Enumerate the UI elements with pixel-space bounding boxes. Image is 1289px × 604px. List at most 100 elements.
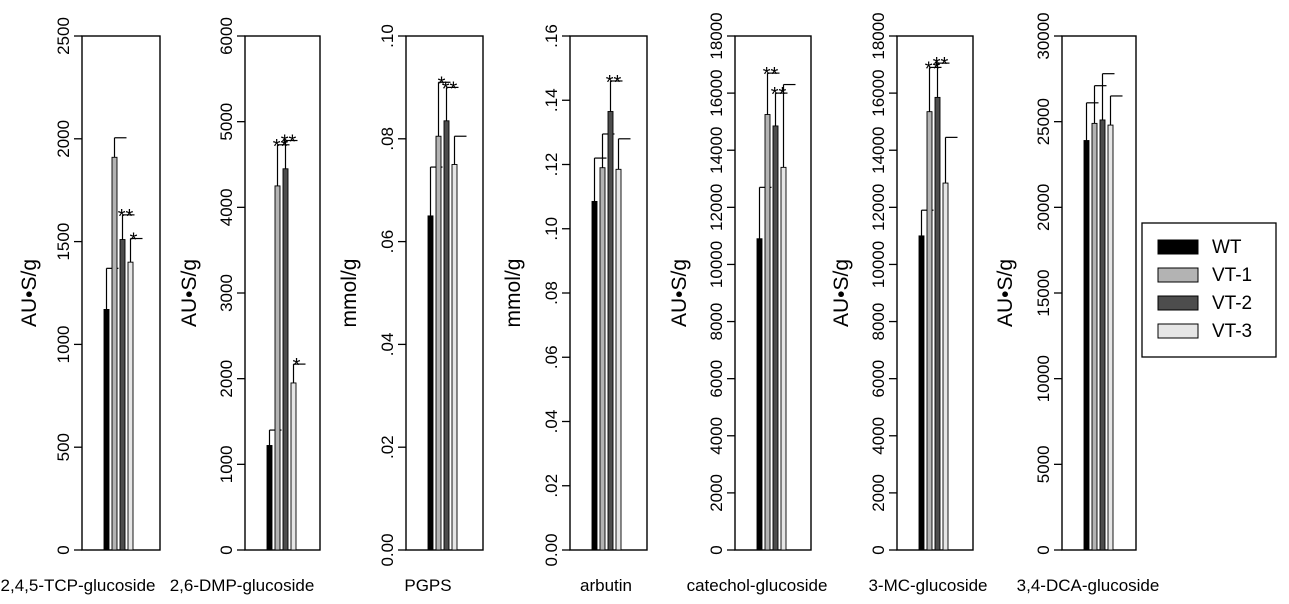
y-tick-label: 6000 [707, 360, 726, 398]
panel-1: 0 500 1000 1500 2000 2500 AU•S/g 2,4,5-TCP-gluc… [1, 17, 161, 595]
significance-mark: ** [281, 132, 297, 154]
chart-panels: 0 500 1000 1500 2000 2500 AU•S/g 2,4,5-TCP-gluc… [1, 12, 1160, 595]
significance-mark: ** [771, 84, 787, 106]
y-tick-label: .16 [542, 24, 561, 48]
legend-label: VT-1 [1212, 265, 1252, 286]
bar-vt-3 [942, 182, 949, 551]
y-tick-label: 8000 [869, 303, 888, 341]
legend-swatch [1157, 267, 1199, 283]
y-tick-label: 25000 [1034, 98, 1053, 145]
significance-mark: ** [118, 206, 134, 228]
plot-frame [1061, 35, 1137, 551]
panel-2: 0 1000 2000 3000 4000 5000 6000 AU•S/g 2,6-DMP-g… [170, 17, 321, 595]
y-axis-title: AU•S/g [668, 259, 691, 327]
bar-vt-3 [290, 382, 297, 551]
bar-vt-1 [274, 185, 281, 551]
y-axis-title: mmol/g [338, 259, 361, 328]
panel-6: 0 2000 4000 6000 8000 10000 12000 14000 16000 180… [830, 12, 988, 595]
category-label: 3-MC-glucoside [868, 576, 987, 595]
category-label: 2,4,5-TCP-glucoside [1, 576, 156, 595]
y-tick-label: 14000 [707, 127, 726, 174]
significance-mark: ** [606, 72, 622, 94]
y-tick-label: .02 [378, 435, 397, 459]
y-tick-label: .08 [542, 281, 561, 305]
bar-vt-3 [127, 261, 134, 551]
y-tick-label: 2500 [54, 17, 73, 55]
y-tick-label: 2000 [707, 474, 726, 512]
bar-vt-3 [451, 164, 458, 551]
y-tick-label: 0 [707, 545, 726, 554]
y-tick-label: 0.00 [378, 533, 397, 566]
y-axis-title: mmol/g [502, 259, 525, 328]
bar-wt [1083, 140, 1090, 551]
y-tick-label: 18000 [707, 12, 726, 59]
y-tick-label: 16000 [869, 69, 888, 116]
legend-label: WT [1212, 237, 1242, 258]
significance-mark: ** [925, 58, 941, 80]
y-tick-label: 4000 [707, 417, 726, 455]
y-tick-label: 0 [54, 545, 73, 554]
y-tick-label: 10000 [869, 241, 888, 288]
panel-5: 0 2000 4000 6000 8000 10000 12000 14000 16000 180… [668, 12, 827, 595]
y-tick-label: 18000 [869, 12, 888, 59]
bar-vt-3 [780, 166, 787, 551]
category-label: 3,4-DCA-glucoside [1017, 576, 1160, 595]
bar-vt-1 [764, 114, 771, 551]
y-tick-label: 16000 [707, 69, 726, 116]
significance-mark: ** [273, 136, 289, 158]
panel-3: 0.00 .02 .04 .06 .08 .10 mmol/g PGPS *** [338, 24, 484, 595]
bar-vt-2 [119, 239, 126, 551]
bar-vt-3 [615, 168, 622, 551]
y-tick-label: 10000 [707, 241, 726, 288]
y-tick-label: 5000 [1034, 445, 1053, 483]
y-tick-label: 3000 [217, 274, 236, 312]
category-label: arbutin [580, 576, 632, 595]
category-label: PGPS [404, 576, 451, 595]
y-tick-label: 500 [54, 433, 73, 461]
bar-vt-2 [443, 120, 450, 551]
y-axis-title: AU•S/g [178, 259, 201, 327]
bar-vt-1 [435, 135, 442, 551]
y-tick-label: 5000 [217, 103, 236, 141]
significance-mark: * [130, 230, 138, 252]
y-tick-label: .14 [542, 88, 561, 112]
y-tick-label: 12000 [869, 184, 888, 231]
legend-label: VT-3 [1212, 321, 1252, 342]
bar-vt-1 [599, 167, 606, 551]
y-tick-label: 0.00 [542, 533, 561, 566]
bar-wt [756, 238, 763, 551]
y-tick-label: .04 [542, 410, 561, 434]
bar-vt-3 [1107, 124, 1114, 551]
y-tick-label: 4000 [217, 188, 236, 226]
significance-mark: ** [933, 54, 949, 76]
y-tick-label: .06 [542, 345, 561, 369]
legend-swatch [1157, 323, 1199, 339]
panel-7: 0 5000 10000 15000 20000 25000 30000 AU•S/g 3,4-… [994, 12, 1159, 595]
y-tick-label: 6000 [869, 360, 888, 398]
y-tick-label: .02 [542, 474, 561, 498]
y-tick-label: 2000 [869, 474, 888, 512]
y-tick-label: 4000 [869, 417, 888, 455]
y-tick-label: .10 [542, 217, 561, 241]
y-tick-label: 20000 [1034, 184, 1053, 231]
y-tick-label: 30000 [1034, 12, 1053, 59]
bar-wt [266, 445, 273, 551]
y-tick-label: .04 [378, 333, 397, 357]
bar-vt-1 [1091, 122, 1098, 551]
bar-wt [918, 235, 925, 551]
y-tick-label: 0 [1034, 545, 1053, 554]
category-label: 2,6-DMP-glucoside [170, 576, 315, 595]
bar-vt-2 [1099, 119, 1106, 551]
bar-vt-2 [282, 168, 289, 551]
legend-label: VT-2 [1212, 293, 1252, 314]
y-tick-label: 6000 [217, 17, 236, 55]
bar-vt-1 [926, 111, 933, 551]
y-tick-label: 1000 [217, 445, 236, 483]
bar-wt [427, 215, 434, 551]
category-label: catechol-glucoside [687, 576, 828, 595]
y-tick-label: .12 [542, 153, 561, 177]
y-tick-label: 1500 [54, 223, 73, 261]
y-axis-title: AU•S/g [994, 259, 1017, 327]
legend-swatch [1157, 295, 1199, 311]
significance-mark: * [293, 355, 301, 377]
